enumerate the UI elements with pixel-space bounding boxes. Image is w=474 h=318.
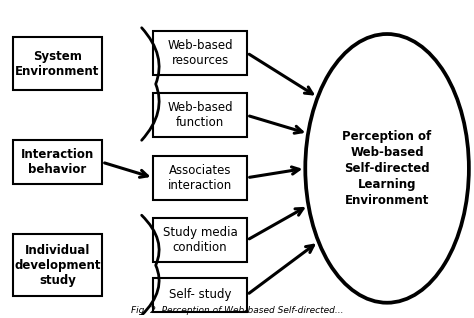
Text: Study media
condition: Study media condition bbox=[163, 226, 237, 254]
FancyBboxPatch shape bbox=[154, 218, 247, 262]
FancyBboxPatch shape bbox=[13, 140, 102, 184]
Text: Interaction
behavior: Interaction behavior bbox=[21, 148, 94, 176]
FancyBboxPatch shape bbox=[13, 37, 102, 90]
FancyBboxPatch shape bbox=[154, 93, 247, 137]
FancyBboxPatch shape bbox=[154, 156, 247, 200]
Text: Self- study: Self- study bbox=[169, 288, 231, 301]
Text: Associates
interaction: Associates interaction bbox=[168, 164, 232, 192]
FancyBboxPatch shape bbox=[13, 234, 102, 296]
Text: Web-based
function: Web-based function bbox=[167, 101, 233, 129]
FancyBboxPatch shape bbox=[154, 31, 247, 75]
Text: Web-based
resources: Web-based resources bbox=[167, 39, 233, 67]
Text: Individual
development
study: Individual development study bbox=[14, 244, 101, 287]
Text: Perception of
Web-based
Self-directed
Learning
Environment: Perception of Web-based Self-directed Le… bbox=[342, 130, 432, 207]
Text: System
Environment: System Environment bbox=[15, 50, 100, 78]
Text: Fig. 2. Perception of Web-based Self-directed...: Fig. 2. Perception of Web-based Self-dir… bbox=[131, 306, 344, 315]
FancyBboxPatch shape bbox=[154, 278, 247, 312]
